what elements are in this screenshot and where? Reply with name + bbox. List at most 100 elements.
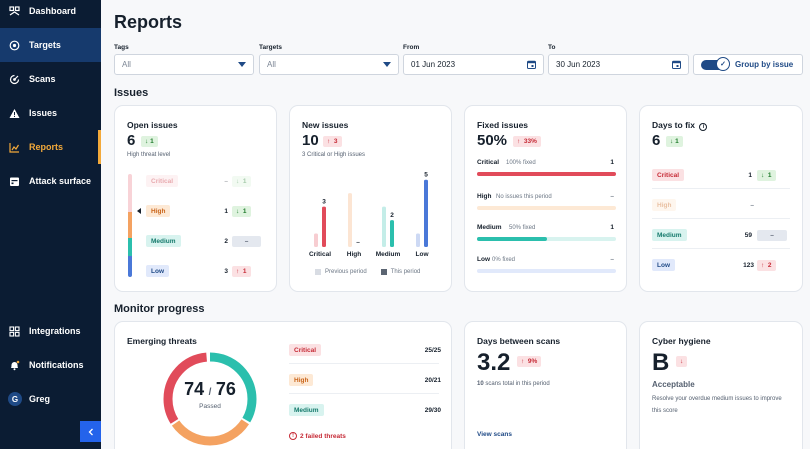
fixed-row-count-high: – [610, 193, 614, 200]
sidebar-item-label: Reports [29, 142, 64, 152]
new-issues-card: New issues 10 ↑ 3 3 Critical or High iss… [289, 105, 452, 292]
sidebar-item-scans[interactable]: Scans [0, 62, 101, 96]
legend-swatch-previous [315, 269, 321, 275]
from-date-input[interactable]: 01 Jun 2023 [403, 54, 544, 75]
new-issues-bar-chart: 3 Critical – High 2 Medium 5 Low [309, 172, 430, 258]
arrow-up-icon: ↑ [761, 262, 765, 269]
divider [652, 218, 790, 219]
open-low-delta: ↑ 1 [232, 266, 251, 277]
emerging-high-value: 20/21 [424, 377, 441, 384]
hygiene-trend: ↓ [676, 356, 688, 367]
hygiene-grade: B [652, 349, 670, 376]
days-medium-delta: – [757, 230, 787, 241]
sidebar-item-dashboard[interactable]: Dashboard [0, 0, 101, 28]
days-low-delta: ↑ 2 [757, 260, 776, 271]
severity-pill-medium: Medium [289, 404, 324, 416]
tags-select[interactable]: All [114, 54, 254, 75]
emerging-threats-donut [163, 352, 257, 446]
data-label-medium: 2 [390, 212, 394, 219]
new-issues-value: 10 [302, 132, 319, 149]
sidebar-item-label: Attack surface [29, 176, 92, 186]
sidebar-item-label: Notifications [29, 360, 84, 370]
card-title: Emerging threats [127, 336, 197, 346]
days-medium-count: 59 [744, 232, 752, 239]
view-scans-link[interactable]: View scans [477, 431, 512, 438]
threat-bar-high [128, 212, 132, 238]
avatar: G [8, 392, 22, 406]
card-title: Open issues [127, 120, 178, 130]
targets-select[interactable]: All [259, 54, 399, 75]
fixed-row-label-high: High [477, 193, 492, 200]
sidebar-item-targets[interactable]: Targets [0, 28, 101, 62]
hygiene-description: Resolve your overdue medium issues to im… [652, 396, 782, 414]
severity-pill-high: High [289, 374, 314, 386]
legend-previous-label: Previous period [325, 269, 367, 275]
alert-circle-icon: ! [289, 432, 297, 440]
card-title: Cyber hygiene [652, 336, 711, 346]
sidebar-item-notifications[interactable]: Notifications [0, 348, 101, 382]
fixed-row-note-high: No issues this period [496, 193, 552, 200]
integrations-icon [8, 325, 20, 337]
chart-legend: Previous period This period [315, 269, 420, 275]
tags-filter-label: Tags [114, 44, 129, 51]
open-issues-subtitle: High threat level [127, 152, 171, 158]
calendar-icon [672, 60, 681, 69]
sidebar-item-issues[interactable]: Issues [0, 96, 101, 130]
arrow-up-icon: ↑ [521, 358, 525, 365]
emerging-threats-score: 74 / 76 [155, 379, 265, 400]
sidebar-item-integrations[interactable]: Integrations [0, 314, 101, 348]
days-low-count: 123 [743, 262, 754, 269]
fixed-issues-value: 50% [477, 132, 508, 149]
sidebar-item-user[interactable]: G Greg [0, 382, 101, 416]
passed-caption: Passed [199, 403, 221, 410]
scans-total-text: 10 scans total in this period [477, 381, 550, 387]
open-critical-count: – [224, 178, 228, 185]
target-icon [8, 39, 20, 51]
days-high-count: – [750, 202, 754, 209]
info-icon[interactable]: i [699, 123, 708, 131]
days-to-fix-card: Days to fix i 6 ↓ 1 Critical 1 ↓ 1 High … [639, 105, 803, 292]
fixed-row-label-critical: Critical [477, 159, 500, 166]
bar-previous-medium [382, 206, 386, 247]
progress-fill-medium [477, 237, 547, 241]
days-to-fix-value: 6 [652, 132, 661, 149]
group-by-issue-toggle[interactable]: ✓ Group by issue [693, 54, 803, 75]
category-label-low: Low [416, 251, 430, 258]
fixed-row-note-low: 0% fixed [492, 256, 516, 263]
bar-current-critical [322, 206, 326, 247]
warning-icon [8, 107, 20, 119]
bar-previous-high [348, 193, 352, 247]
score-separator: / [208, 387, 212, 398]
days-critical-count: 1 [748, 172, 752, 179]
bar-previous-low [416, 233, 420, 247]
calendar-icon [527, 60, 536, 69]
arrow-up-icon: ↑ [236, 268, 240, 275]
fixed-row-count-medium: 1 [610, 224, 614, 231]
failed-threats-link[interactable]: ! 2 failed threats [289, 432, 346, 440]
sidebar-item-reports[interactable]: Reports [0, 130, 101, 164]
fixed-row-count-low: – [610, 256, 614, 263]
threat-bar-critical [128, 174, 132, 212]
data-label-low: 5 [424, 172, 428, 179]
hygiene-status: Acceptable [652, 380, 695, 389]
caret-down-icon [238, 62, 246, 67]
category-label-high: High [347, 251, 361, 258]
severity-pill-high: High [652, 199, 677, 211]
legend-swatch-current [380, 269, 387, 275]
to-date-input[interactable]: 30 Jun 2023 [548, 54, 689, 75]
to-date-value: 30 Jun 2023 [556, 60, 601, 69]
days-between-scans-delta: ↑ 9% [517, 356, 542, 367]
main-content: Reports Tags All Targets All From 01 Jun… [101, 0, 810, 449]
chart-icon [8, 141, 20, 153]
severity-pill-high: High [146, 205, 171, 217]
monitor-section-title: Monitor progress [114, 303, 205, 315]
sidebar-item-attack-surface[interactable]: Attack surface [0, 164, 101, 198]
collapse-sidebar-button[interactable] [80, 421, 101, 442]
threat-bar-low [128, 256, 132, 277]
open-issues-delta: ↓ 1 [141, 136, 158, 147]
toggle-switch[interactable]: ✓ [701, 56, 730, 71]
open-low-count: 3 [224, 268, 228, 275]
arrow-up-icon: ↑ [327, 138, 331, 145]
new-issues-delta: ↑ 3 [323, 136, 342, 147]
severity-pill-low: Low [146, 265, 169, 277]
